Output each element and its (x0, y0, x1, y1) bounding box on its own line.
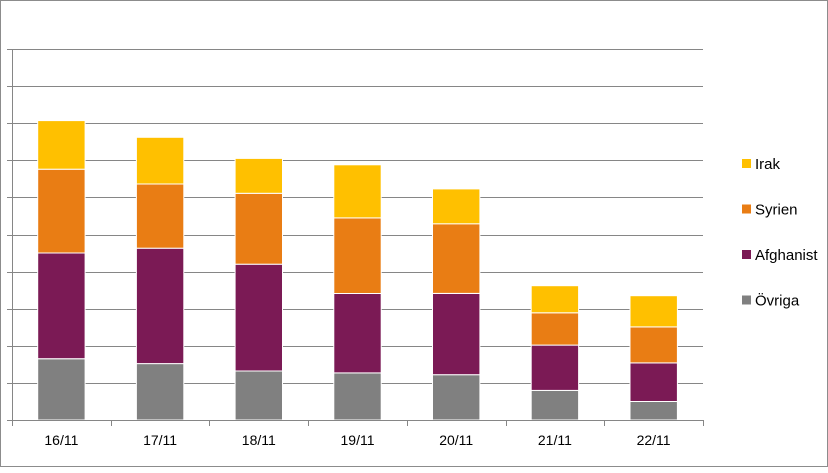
legend-label: Irak (755, 156, 781, 173)
bar-segment (530, 389, 580, 421)
bar-segment (234, 370, 284, 421)
bar-segment (333, 372, 382, 421)
bar-segment (530, 285, 580, 314)
legend-swatch (742, 295, 751, 305)
bar-segment (135, 183, 185, 249)
bar-segment (333, 164, 382, 219)
legend-swatch (742, 204, 751, 214)
bar-segment (432, 188, 481, 225)
x-tick-label: 18/11 (242, 432, 276, 448)
legend-swatch (742, 250, 751, 259)
axes: 16/11 17/11 18/11 19/11 20/11 21/11 22/11 (7, 49, 704, 448)
x-tick-label: 17/11 (143, 432, 177, 448)
x-tick-label: 22/11 (637, 432, 671, 448)
bar-segment (234, 263, 284, 372)
x-tick-label: 20/11 (439, 432, 473, 448)
bar-segment (234, 192, 284, 265)
legend-label: Syrien (755, 202, 798, 219)
legend-swatch (742, 159, 751, 168)
bar-segment (432, 374, 481, 421)
bar-segment (135, 363, 185, 421)
legend-label: Övriga (755, 292, 800, 310)
bar-segment (333, 293, 382, 374)
bar-segment (629, 326, 678, 364)
bar-segment (37, 358, 86, 421)
bar-segment (629, 295, 678, 328)
legend-label: Afghanist (755, 247, 818, 264)
bar-segment (530, 344, 580, 391)
x-tick-label: 19/11 (341, 432, 375, 448)
x-tick-label: 16/11 (44, 432, 78, 448)
bar-segment (629, 400, 678, 421)
legend: Irak Syrien Afghanist Övriga (742, 156, 818, 310)
bar-segment (333, 217, 382, 294)
bar-segment (37, 168, 86, 254)
bar-segment (629, 362, 678, 402)
bar-segment (234, 157, 284, 194)
bar-segment (432, 293, 481, 376)
bar-segment (135, 247, 185, 365)
bar-segment (135, 136, 185, 185)
bar-segment (530, 312, 580, 346)
bar-segment (432, 223, 481, 294)
bar-segment (37, 120, 86, 170)
bars (37, 120, 678, 421)
bar-segment (37, 252, 86, 360)
x-tick-label: 21/11 (538, 432, 572, 448)
